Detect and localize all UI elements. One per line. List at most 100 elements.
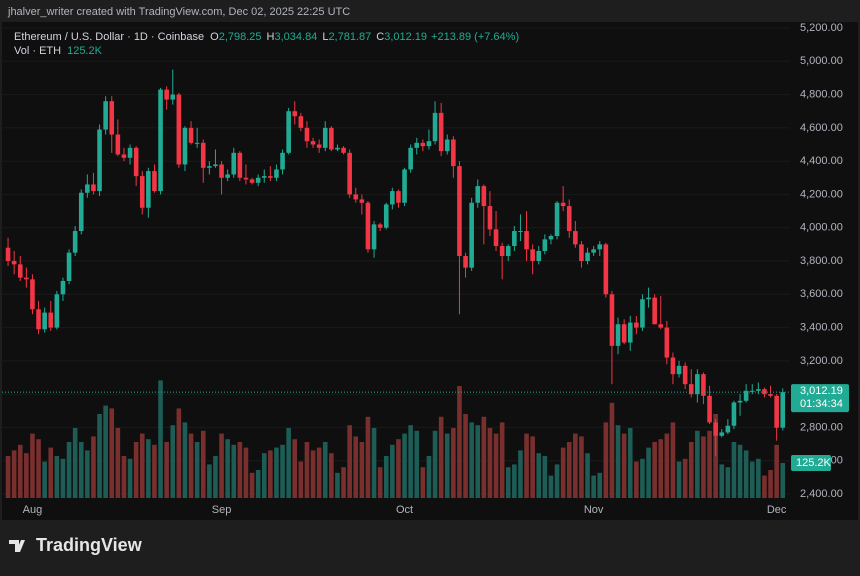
volume-bar (524, 433, 529, 498)
volume-bar (133, 442, 139, 498)
volume-bar (536, 453, 542, 498)
candle-body (444, 139, 450, 152)
volume-bar (85, 450, 90, 498)
candle-body (530, 249, 535, 261)
legend-key: H (267, 31, 275, 43)
candle-body (42, 312, 47, 330)
y-tick-label: 4,600.00 (800, 122, 843, 134)
candle-body (377, 224, 383, 228)
candle-body (542, 239, 548, 252)
y-tick-label: 3,400.00 (800, 321, 843, 333)
volume-bar (341, 467, 346, 498)
candle-body (548, 236, 554, 240)
volume-bar (42, 461, 47, 498)
volume-bar (176, 408, 182, 498)
volume-bar (573, 433, 578, 498)
volume-bar (48, 447, 54, 498)
volume-bar (658, 439, 664, 498)
volume-bar (158, 380, 163, 498)
volume-bar (444, 433, 450, 498)
volume-bar (487, 428, 493, 498)
y-tick-label: 4,800.00 (800, 88, 843, 100)
volume-bar (756, 458, 761, 498)
volume-bar (164, 442, 169, 498)
candle-body (725, 425, 731, 433)
candle-body (566, 206, 572, 232)
legend-key: L (322, 31, 328, 43)
candle-body (72, 231, 78, 253)
axes: 5,200.00 5,000.00 4,800.00 4,600.00 4,400.00… (23, 22, 849, 516)
volume-bar (261, 453, 267, 498)
candle-body (670, 357, 676, 375)
volume-bar (579, 436, 584, 498)
x-tick-label: Oct (396, 504, 413, 516)
volume-bar (365, 416, 371, 498)
y-tick-label: 2,400.00 (800, 488, 843, 500)
volume-bar (463, 414, 468, 498)
candle-body (48, 312, 54, 328)
volume-title: Vol · ETH (14, 45, 61, 57)
volume-bar (103, 405, 108, 498)
volume-bar (353, 436, 359, 498)
candle-body (359, 199, 365, 203)
attribution: jhalver_writer created with TradingView.… (7, 6, 350, 18)
volume-bar (298, 461, 304, 498)
volume-bar (493, 433, 499, 498)
candle-body (36, 309, 41, 330)
volume-bar (5, 456, 11, 498)
candle-body (304, 127, 310, 142)
candle-body (756, 389, 761, 391)
volume-bar (322, 442, 328, 498)
volume-bar (512, 464, 517, 498)
candle-body (347, 152, 352, 195)
volume-bar (780, 462, 786, 498)
legend-key: C (376, 31, 384, 43)
candle-body (139, 176, 145, 208)
legend-value: 2,781.87 (328, 31, 371, 43)
volume-bar (695, 430, 700, 498)
volume-bar (451, 428, 456, 498)
candle-body (743, 390, 749, 401)
candle-body (774, 395, 779, 428)
y-tick-label: 2,800.00 (800, 421, 843, 433)
candle-body (365, 202, 371, 250)
volume-bar (408, 425, 413, 498)
volume-bar (24, 453, 29, 498)
candle-body (341, 147, 346, 153)
volume-bar (597, 472, 603, 498)
candle-body (499, 246, 505, 257)
volume-bar (499, 422, 505, 498)
volume-bar (292, 439, 298, 498)
volume-bar (60, 458, 66, 498)
candle-body (493, 229, 499, 247)
candle-body (329, 127, 334, 150)
y-tick-label: 3,600.00 (800, 288, 843, 300)
volume-bar (115, 428, 121, 498)
volume-bar (670, 422, 676, 498)
candle-body (658, 324, 664, 328)
candle-body (615, 324, 621, 346)
volume-bar (219, 433, 224, 498)
volume-bar (481, 416, 487, 498)
x-tick-label: Nov (584, 504, 604, 516)
candle-body (676, 365, 682, 375)
volume-bar (213, 456, 218, 498)
candles (2, 69, 790, 456)
volume-bar (566, 442, 572, 498)
volume-bar (359, 442, 365, 498)
volume-bar (316, 447, 322, 498)
candle-body (170, 94, 176, 100)
price-tag (791, 384, 849, 413)
legend-value: 2,798.25 (219, 31, 262, 43)
volume-bar (518, 450, 523, 498)
volume-bar (426, 456, 432, 498)
candle-body (505, 246, 511, 257)
candle-body (554, 202, 560, 237)
candle-body (97, 129, 102, 192)
candle-body (280, 152, 285, 170)
volume-bar (194, 442, 200, 498)
candle-body (322, 127, 328, 148)
volume-bar (30, 433, 35, 498)
candle-body (518, 231, 523, 233)
candle-body (371, 224, 377, 250)
